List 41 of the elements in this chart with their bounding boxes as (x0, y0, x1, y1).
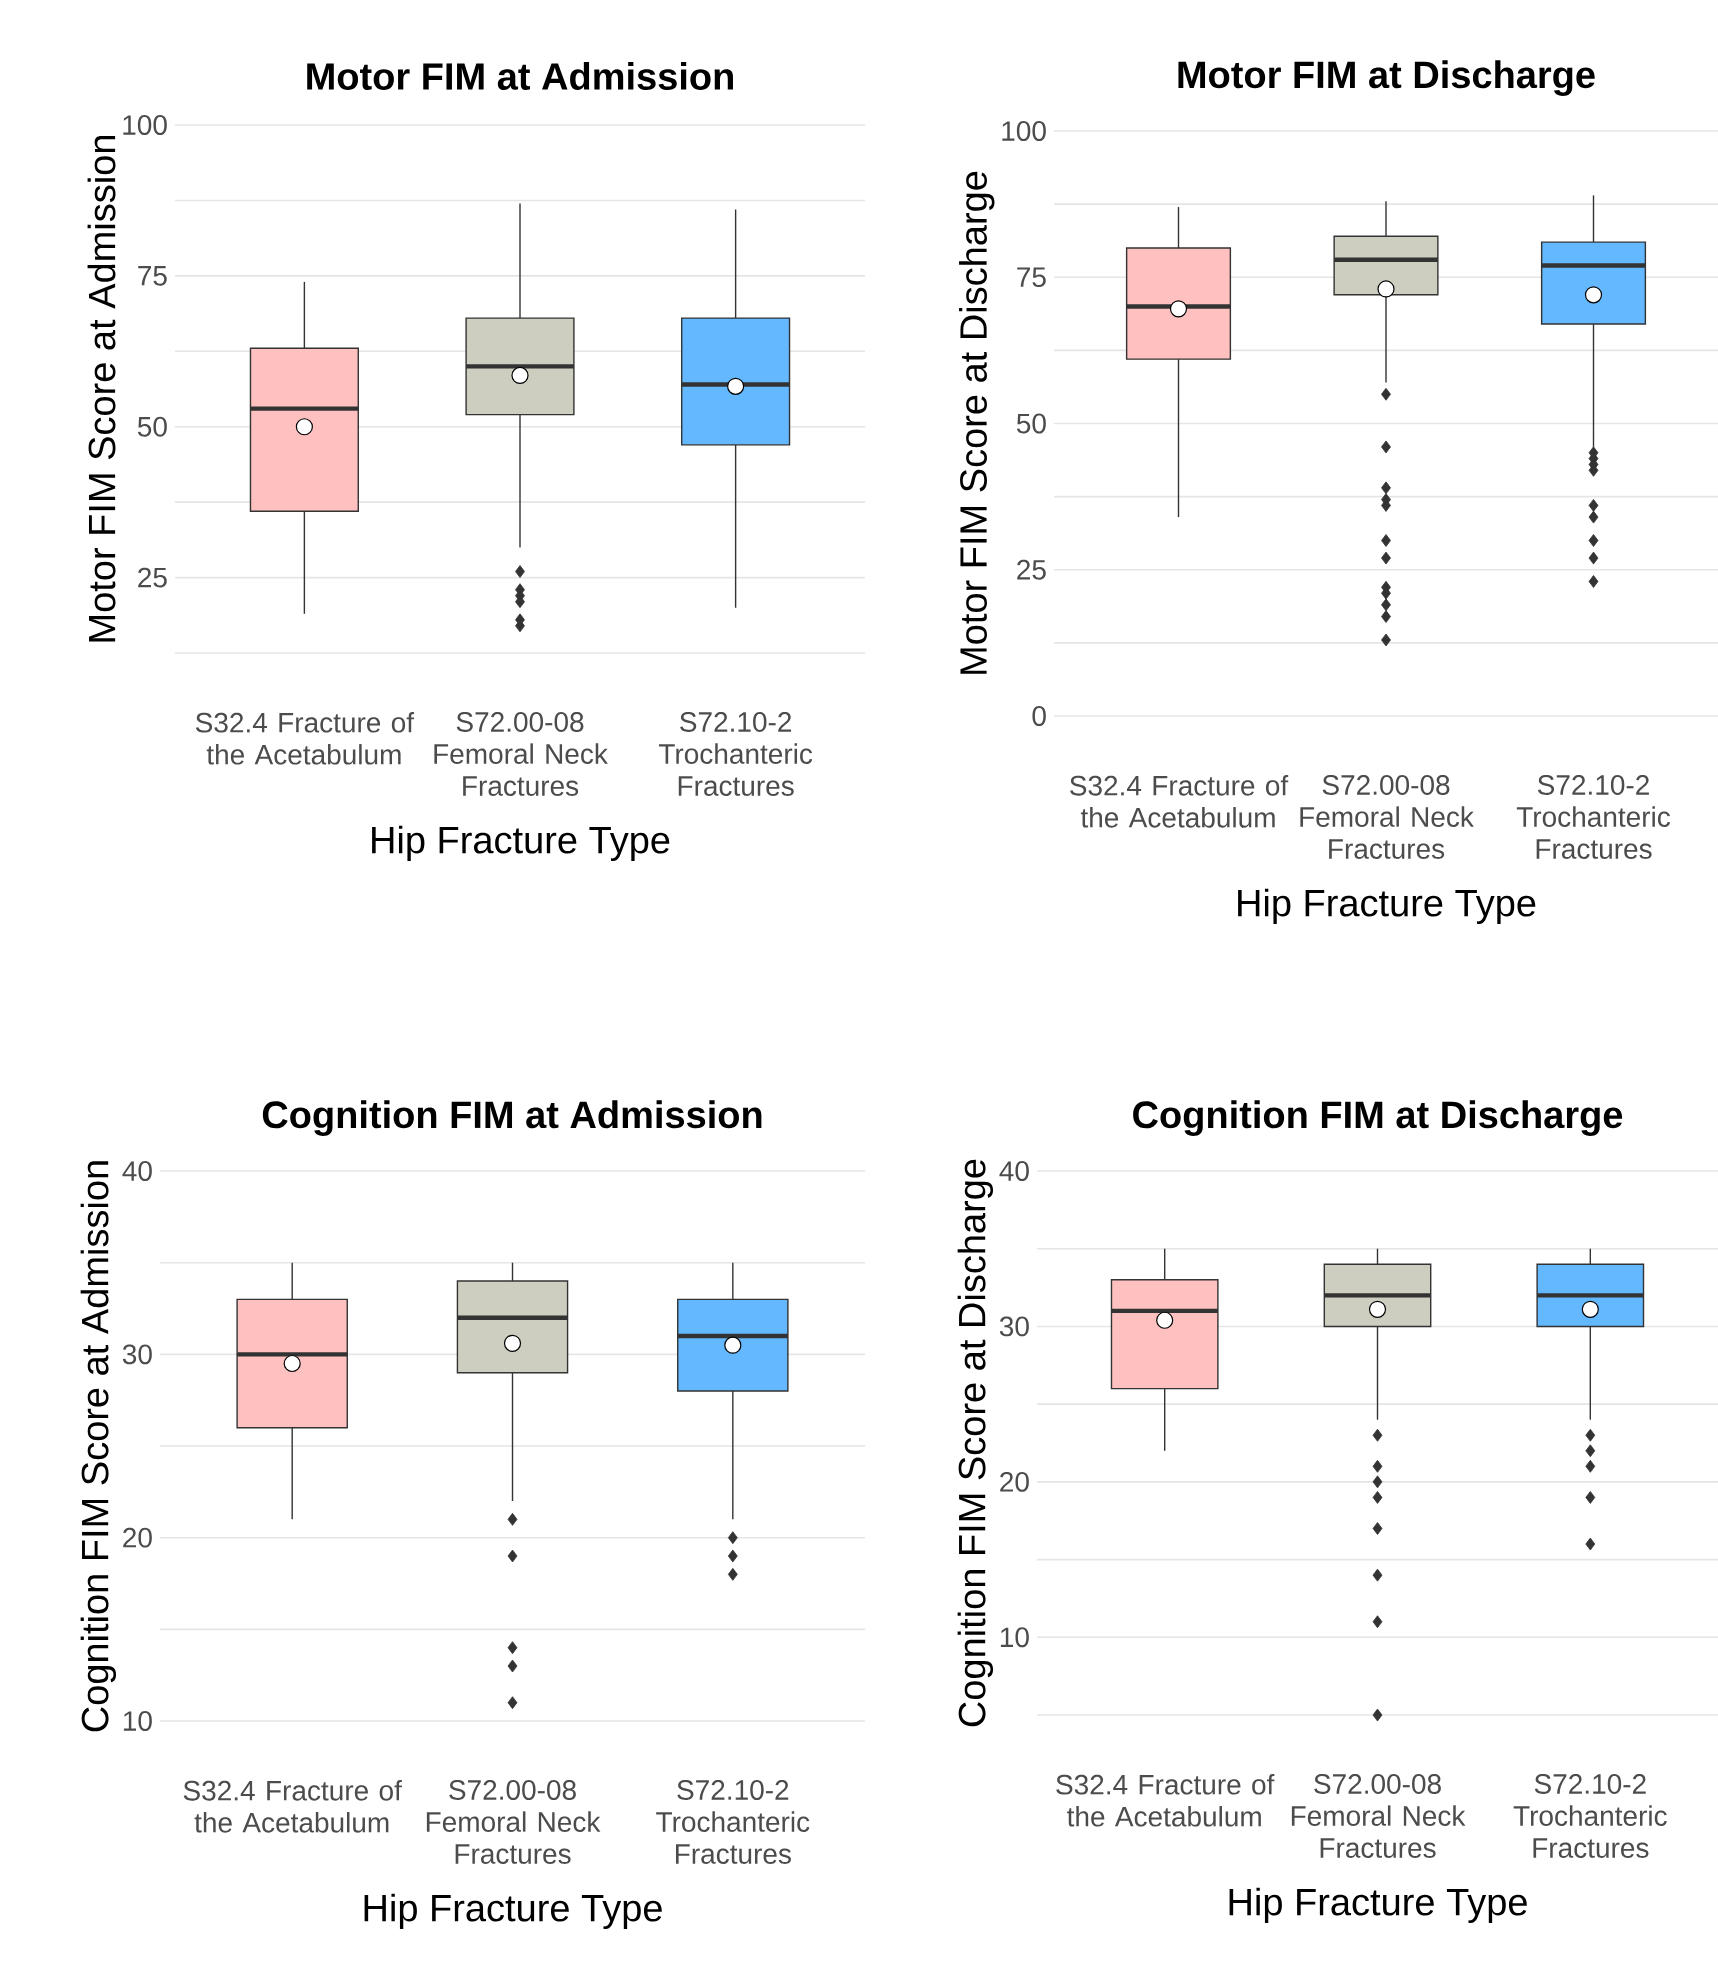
y-tick-label: 30 (122, 1344, 152, 1365)
y-tick-label: 10 (123, 1711, 152, 1731)
x-tick-label: S32.4 Fracture of the Acetabulum (195, 712, 415, 765)
x-axis-title: Hip Fracture Type (372, 825, 670, 862)
x-tick-label: S72.00-08 Femoral Neck Fractures (426, 1780, 601, 1864)
x-tick-label: S72.10-2 Trochanteric Fractures (658, 712, 813, 796)
x-tick-label: S72.10-2 Trochanteric Fractures (656, 1780, 810, 1864)
y-tick-label: 25 (1017, 559, 1046, 580)
x-tick-label: S72.00-08 Femoral Neck Fractures (434, 712, 608, 796)
x-tick-label: S72.10-2 Trochanteric Fractures (1516, 775, 1671, 859)
x-tick-label: S72.10-2 Trochanteric Fractures (1513, 1774, 1667, 1858)
y-tick-label: 0 (1032, 706, 1046, 726)
y-axis-title: Motor FIM Score at Discharge (959, 171, 995, 674)
x-tick-label: S32.4 Fracture of the Acetabulum (183, 1780, 402, 1833)
x-axis-title: Hip Fracture Type (364, 1893, 662, 1930)
y-axis-title: Motor FIM Score at Admission (87, 136, 116, 642)
y-tick-label: 25 (138, 567, 167, 588)
chart-title: Motor FIM at Discharge (1178, 60, 1595, 96)
chart-title: Cognition FIM at Admission (262, 1100, 762, 1136)
x-tick-label: S32.4 Fracture of the Acetabulum (1070, 775, 1289, 828)
y-tick-label: 10 (1000, 1627, 1029, 1648)
y-axis-title: Cognition FIM Score at Admission (80, 1161, 117, 1732)
x-tick-label: S72.00-08 Femoral Neck Fractures (1300, 775, 1474, 859)
y-tick-label: 100 (1002, 121, 1046, 141)
chart-title: Cognition FIM at Discharge (1133, 1100, 1623, 1136)
y-tick-label: 50 (1016, 413, 1046, 434)
x-axis-title: Hip Fracture Type (1238, 888, 1536, 925)
y-tick-label: 40 (122, 1161, 152, 1181)
y-tick-label: 20 (123, 1527, 152, 1548)
y-tick-label: 75 (138, 266, 167, 286)
x-tick-label: S32.4 Fracture of the Acetabulum (1056, 1774, 1275, 1827)
y-tick-label: 50 (137, 416, 167, 437)
y-tick-label: 30 (999, 1316, 1029, 1337)
chart-title: Motor FIM at Admission (307, 62, 733, 90)
y-axis-title: Cognition FIM Score at Discharge (957, 1159, 994, 1727)
y-tick-label: 75 (1017, 267, 1046, 288)
x-tick-label: S72.00-08 Femoral Neck Fractures (1291, 1774, 1466, 1858)
y-tick-label: 20 (1000, 1471, 1029, 1492)
y-tick-label: 40 (999, 1161, 1029, 1181)
y-tick-label: 100 (123, 115, 167, 135)
x-axis-title: Hip Fracture Type (1229, 1887, 1527, 1924)
